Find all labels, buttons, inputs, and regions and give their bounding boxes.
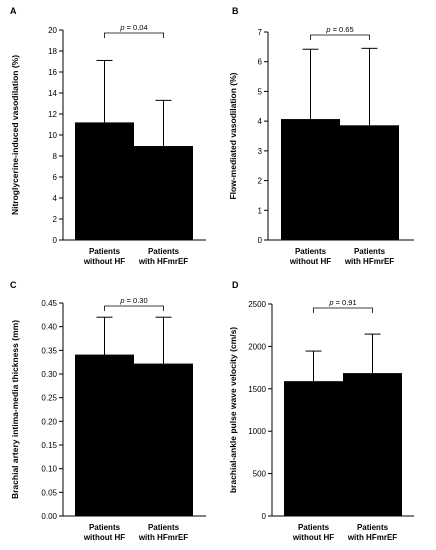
y-tick-label: 8 [53,152,58,161]
y-tick-label: 1000 [248,427,266,436]
y-axis-title: Brachial artery intima-media thickness (… [10,320,20,499]
y-tick-label: 2500 [248,300,266,309]
y-tick-label: 2 [258,177,263,186]
p-value-label: p = 0.65 [325,25,353,34]
bar [134,146,193,240]
y-axis-title: Flow-mediated vasodilation (%) [228,72,238,199]
x-category-label: Patients [298,523,330,532]
bar [134,363,193,516]
y-tick-label: 0 [258,236,263,245]
y-tick-label: 0.45 [41,299,57,308]
significance-bracket [313,307,373,313]
panel-letter: B [232,6,239,16]
y-tick-label: 5 [258,87,263,96]
y-tick-label: 0.10 [41,465,57,474]
p-value-label: p = 0.30 [119,296,147,305]
y-axis-title: brachial-ankle pulse wave velocity (cm/s… [228,327,238,493]
y-tick-label: 0.35 [41,346,57,355]
x-category-label: without HF [289,257,331,266]
y-tick-label: 500 [253,470,267,479]
x-category-label: Patients [89,247,121,256]
y-tick-label: 0.40 [41,323,57,332]
y-tick-label: 0 [262,512,267,521]
y-tick-label: 2000 [248,342,266,351]
bar [343,373,402,516]
y-tick-label: 0.25 [41,394,57,403]
x-category-label: Patients [148,523,180,532]
y-axis-title: Nitroglycerine-induced vasodilation (%) [10,55,20,215]
x-category-label: with HFmrEF [347,533,397,542]
p-value-label: p = 0.91 [328,298,356,307]
significance-bracket [104,305,164,311]
y-tick-label: 4 [258,117,263,126]
x-category-label: Patients [148,247,180,256]
panel-letter: A [10,6,17,16]
y-tick-label: 7 [258,28,263,37]
significance-bracket [104,32,164,38]
y-tick-label: 0 [53,236,58,245]
y-tick-label: 1 [258,206,263,215]
y-tick-label: 14 [48,89,57,98]
significance-bracket [310,34,370,40]
bar [75,354,134,516]
y-tick-label: 3 [258,147,263,156]
x-category-label: Patients [354,247,386,256]
bar [340,125,399,240]
y-tick-label: 6 [258,58,263,67]
y-tick-label: 1500 [248,385,266,394]
panel-b: B 0 1 2 3 4 5 6 7 Flow-mediated vasodilation (%) P… [228,6,414,266]
y-tick-label: 4 [53,194,58,203]
y-tick-label: 0.00 [41,512,57,521]
x-category-label: with HFmrEF [344,257,394,266]
x-category-label: Patients [357,523,389,532]
panel-a: A 0 2 4 6 8 10 12 14 16 18 20 Nitroglycerine-induced… [10,6,206,266]
panel-c: C 0.00 0.05 0.10 0.15 0.20 0.25 0.30 0.35 0.40 0.4… [10,280,206,542]
p-value-label: p = 0.04 [119,23,147,32]
panel-letter: C [10,280,17,290]
panel-letter: D [232,280,239,290]
y-tick-label: 16 [48,68,57,77]
y-tick-label: 2 [53,215,58,224]
panel-d: D 0 500 1000 1500 2000 2500 brachial-ankle puls… [228,280,414,542]
x-category-label: Patients [89,523,121,532]
y-tick-label: 20 [48,26,57,35]
x-category-label: without HF [83,533,125,542]
bar [75,122,134,240]
x-category-label: without HF [83,257,125,266]
y-tick-label: 10 [48,131,57,140]
y-tick-label: 0.05 [41,488,57,497]
y-tick-label: 0.30 [41,370,57,379]
bar [284,381,343,516]
bar [281,119,340,240]
y-tick-label: 0.20 [41,417,57,426]
x-category-label: Patients [295,247,327,256]
x-category-label: with HFmrEF [138,257,188,266]
y-tick-label: 6 [53,173,58,182]
x-category-label: with HFmrEF [138,533,188,542]
x-category-label: without HF [292,533,334,542]
y-tick-label: 0.15 [41,441,57,450]
y-tick-label: 12 [48,110,57,119]
y-tick-label: 18 [48,47,57,56]
